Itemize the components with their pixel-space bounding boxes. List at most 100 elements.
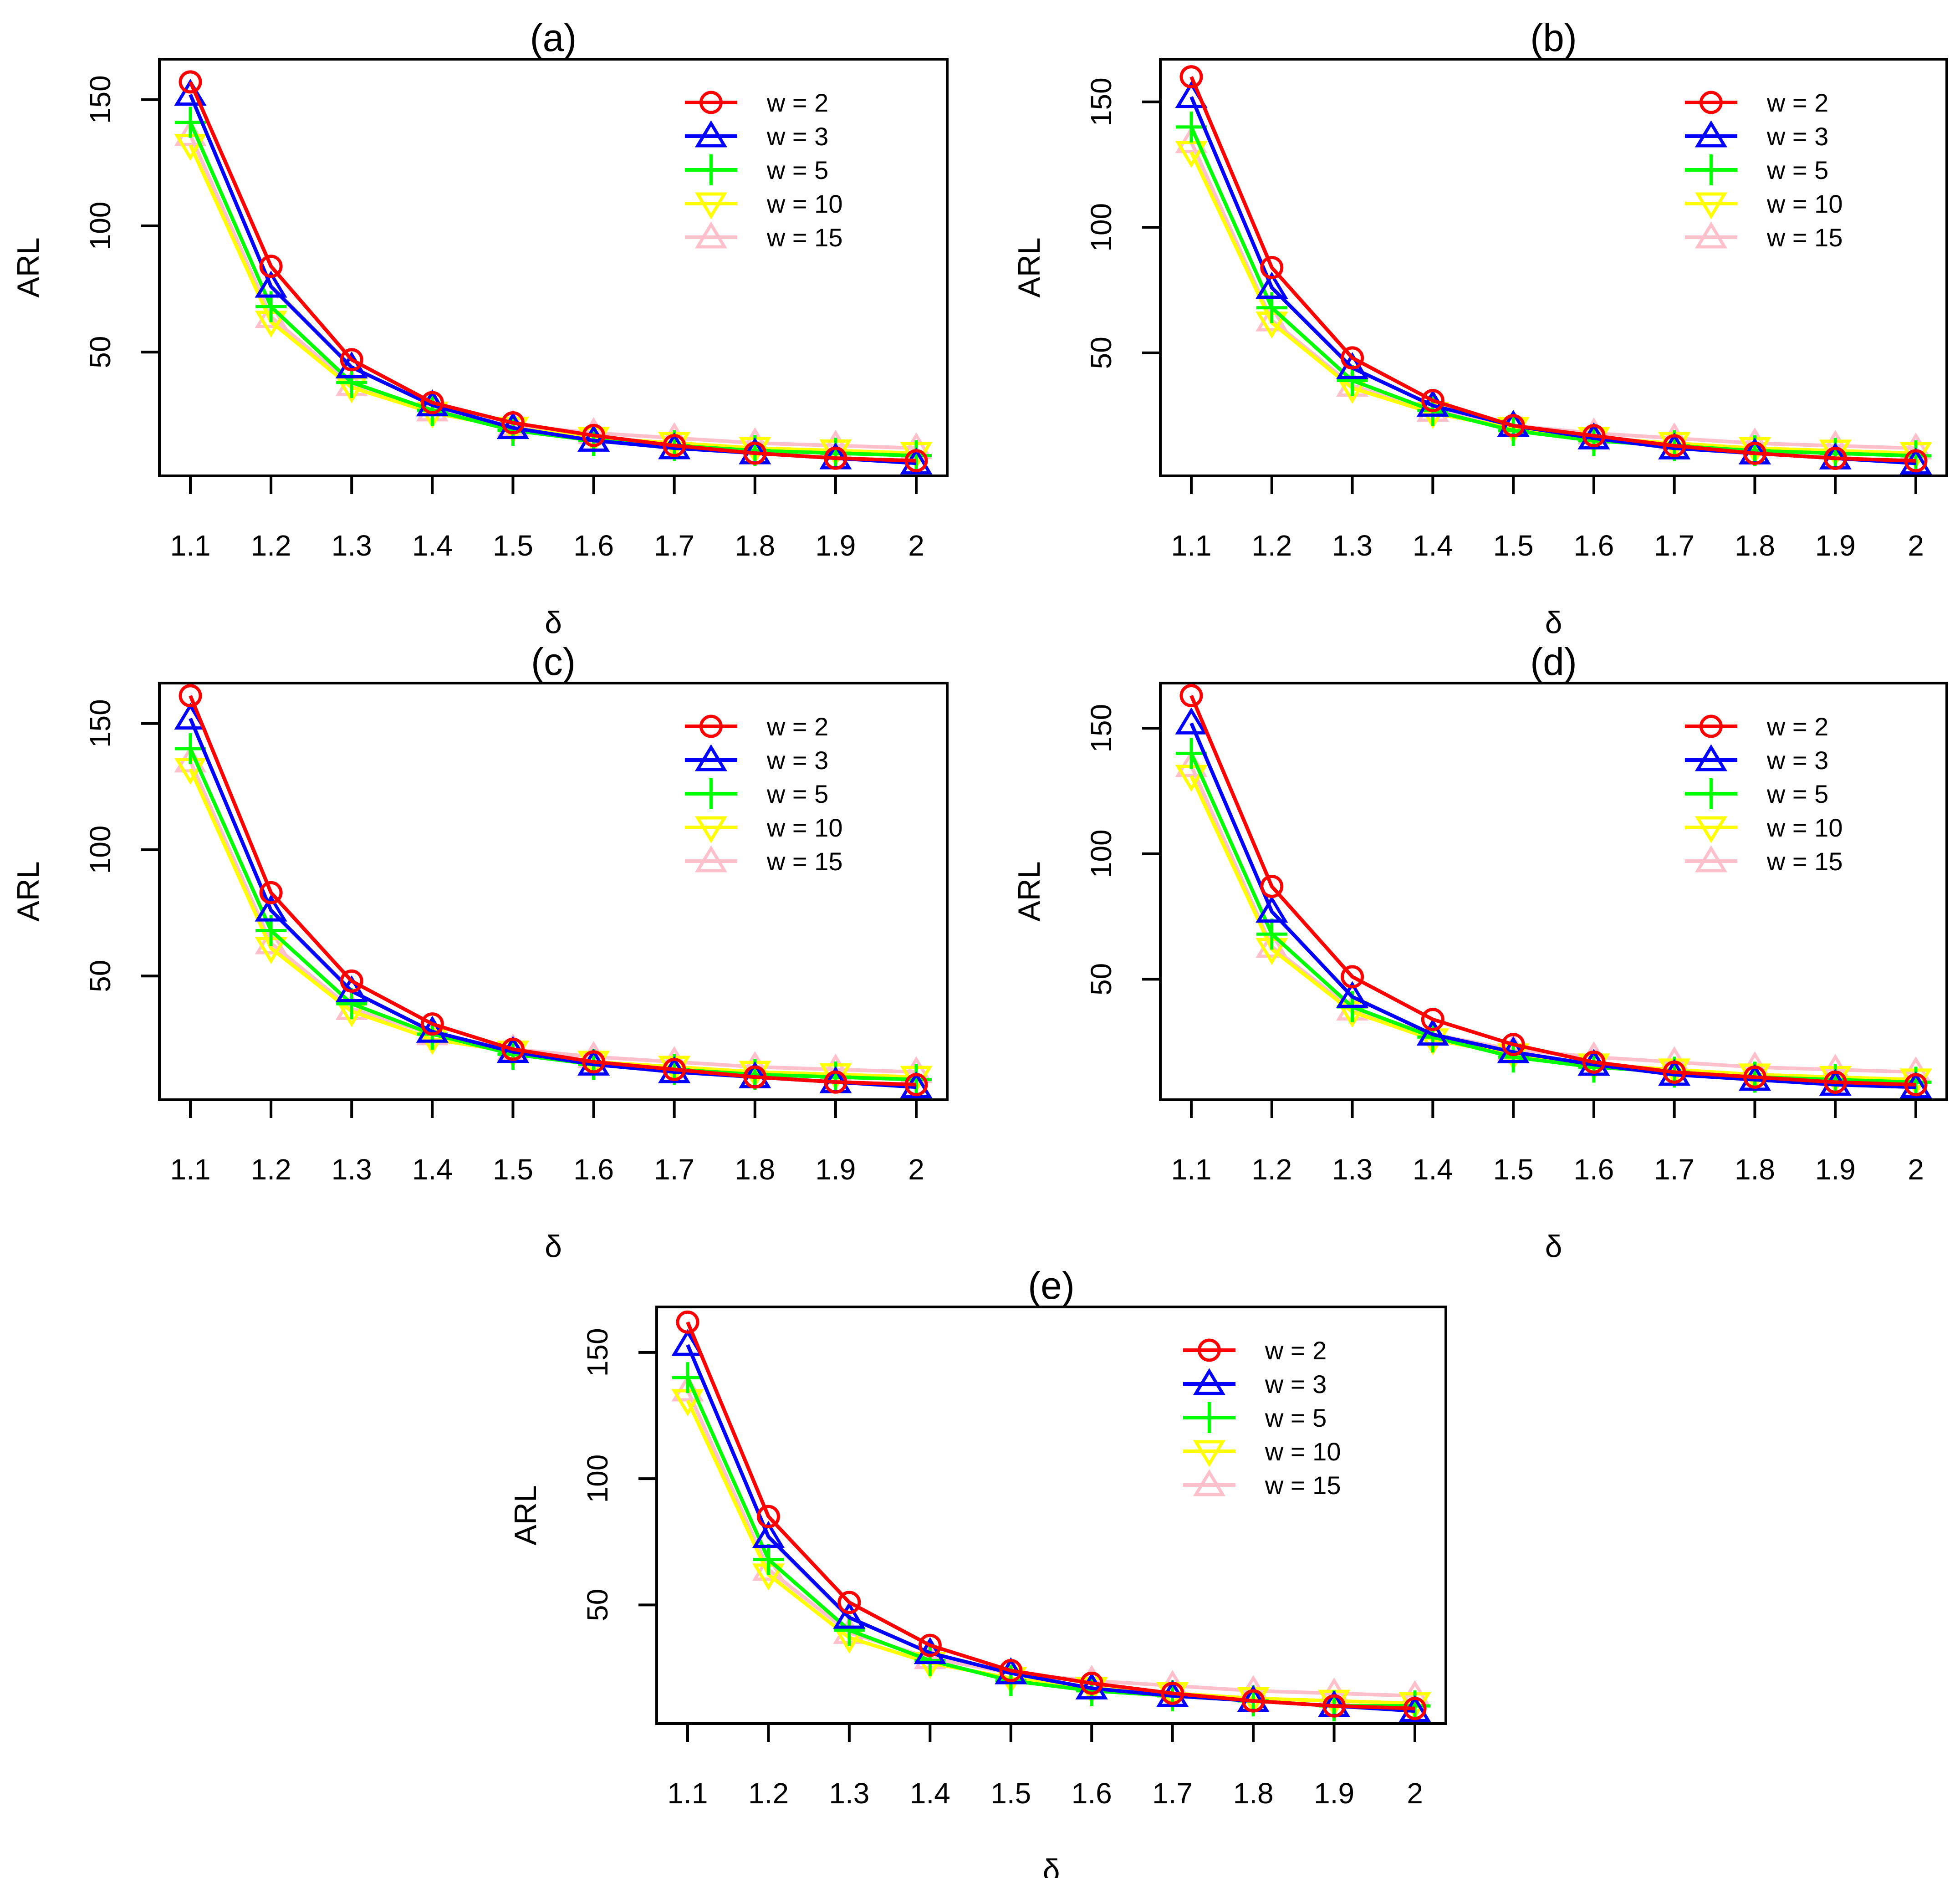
legend: w = 2 w = 3 w = 5 w = 10 w = 15: [684, 88, 842, 252]
data-point: [1260, 874, 1284, 898]
legend-marker: [1193, 1469, 1225, 1496]
chart-panel-e: (e) 1.1 1.2 1.3 1.4 1.5 1.6 1.7 1.8 1.9 2 50 100 150 δ…: [508, 1264, 1447, 1878]
x-tick-label: 1.3: [332, 529, 372, 562]
plot-frame: [158, 682, 949, 1101]
y-tick-label: 100: [1085, 203, 1118, 252]
data-point: [582, 424, 606, 447]
data-point: [676, 1310, 699, 1334]
x-tick-label: 1.2: [1251, 1153, 1292, 1186]
data-point: [1256, 895, 1288, 923]
legend-marker: [1695, 154, 1727, 185]
y-tick-label: 100: [1085, 829, 1118, 878]
legend-item: w = 2: [1183, 1336, 1327, 1365]
data-point: [496, 412, 530, 439]
data-point: [1260, 256, 1284, 279]
x-tick-label: 1.3: [829, 1777, 869, 1810]
data-point: [1322, 1694, 1346, 1718]
series-line: [686, 1399, 1415, 1705]
legend-item: w = 15: [1684, 221, 1843, 252]
y-axis-label: ARL: [11, 861, 46, 921]
data-point: [179, 684, 202, 708]
legend-marker: [694, 221, 727, 249]
legend-item: w = 3: [1684, 744, 1828, 775]
data-point: [179, 70, 202, 94]
data-point: [1582, 424, 1606, 448]
data-point: [259, 255, 283, 278]
data-point: [914, 1645, 946, 1676]
series-line: [189, 81, 917, 463]
legend-item: w = 2: [684, 712, 828, 741]
y-tick-label: 50: [581, 1589, 614, 1621]
data-point: [1256, 271, 1288, 299]
data-point: [672, 1362, 703, 1393]
data-point: [1241, 1689, 1265, 1713]
legend-label: w = 5: [766, 780, 828, 808]
data-point: [1421, 389, 1444, 413]
data-point: [336, 988, 368, 1020]
data-point: [255, 927, 287, 954]
data-point: [1582, 1050, 1606, 1074]
x-tick-label: 1.5: [1493, 529, 1534, 562]
data-point: [837, 1591, 861, 1614]
legend-label: w = 10: [1766, 813, 1843, 842]
x-tick-label: 1.8: [1735, 1153, 1775, 1186]
x-axis-label: δ: [1545, 605, 1562, 640]
data-point: [756, 1505, 780, 1528]
y-tick-label: 150: [84, 699, 117, 748]
x-tick-label: 1.3: [1332, 1153, 1373, 1186]
x-axis-label: δ: [1043, 1853, 1060, 1878]
data-point: [918, 1633, 942, 1657]
x-tick-label: 1.8: [1233, 1777, 1274, 1810]
legend-marker: [1695, 845, 1727, 873]
series-line: [189, 760, 917, 1074]
legend: w = 2 w = 3 w = 5 w = 10 w = 15: [1684, 88, 1843, 252]
data-point: [999, 1659, 1023, 1683]
y-tick-label: 50: [84, 336, 117, 368]
x-tick-label: 1.1: [1171, 529, 1212, 562]
legend-item: w = 15: [684, 221, 842, 252]
series-line: [1189, 141, 1916, 450]
series-w-10: [174, 134, 933, 469]
data-point: [340, 969, 363, 993]
legend-item: w = 2: [1684, 88, 1828, 117]
legend-item: w = 3: [1684, 120, 1828, 151]
x-tick-label: 1.6: [573, 1153, 614, 1186]
x-tick-label: 1.6: [1072, 1777, 1112, 1810]
legend-label: w = 2: [1766, 712, 1828, 741]
chart-title: (c): [531, 640, 576, 683]
legend-label: w = 15: [766, 847, 843, 876]
data-point: [1176, 738, 1207, 769]
y-tick-label: 100: [84, 202, 117, 250]
data-point: [501, 1037, 525, 1061]
chart-panel-b: (b) 1.1 1.2 1.3 1.4 1.5 1.6 1.7 1.8 1.9 2 50 100 150 δ…: [1012, 16, 1948, 640]
data-point: [1176, 111, 1207, 143]
legend-label: w = 2: [766, 712, 828, 741]
plot-frame: [1159, 58, 1948, 477]
legend-marker: [1695, 816, 1727, 843]
x-tick-label: 1.1: [1171, 1153, 1212, 1186]
x-tick-label: 1.7: [1654, 1153, 1695, 1186]
x-tick-label: 1.1: [170, 529, 211, 562]
data-point: [1663, 1060, 1686, 1084]
legend-item: w = 5: [684, 154, 828, 185]
legend-label: w = 10: [1265, 1437, 1341, 1466]
legend-marker: [1194, 1402, 1225, 1433]
series-line: [686, 1344, 1415, 1713]
legend-marker: [1699, 714, 1723, 738]
data-point: [1179, 65, 1203, 89]
data-point: [1904, 1073, 1928, 1097]
x-tick-label: 1.5: [493, 1153, 533, 1186]
legend-label: w = 15: [1766, 223, 1843, 252]
data-point: [1256, 304, 1288, 332]
y-tick-label: 50: [1085, 337, 1118, 369]
series-line: [1189, 695, 1916, 1087]
data-point: [1341, 346, 1364, 370]
legend-marker: [1695, 744, 1727, 771]
x-tick-label: 2: [1908, 1153, 1924, 1186]
legend-label: w = 2: [1766, 88, 1828, 117]
chart-title: (b): [1530, 16, 1577, 59]
data-point: [175, 733, 206, 765]
y-axis-label: ARL: [508, 1485, 543, 1545]
legend-item: w = 3: [684, 120, 828, 151]
